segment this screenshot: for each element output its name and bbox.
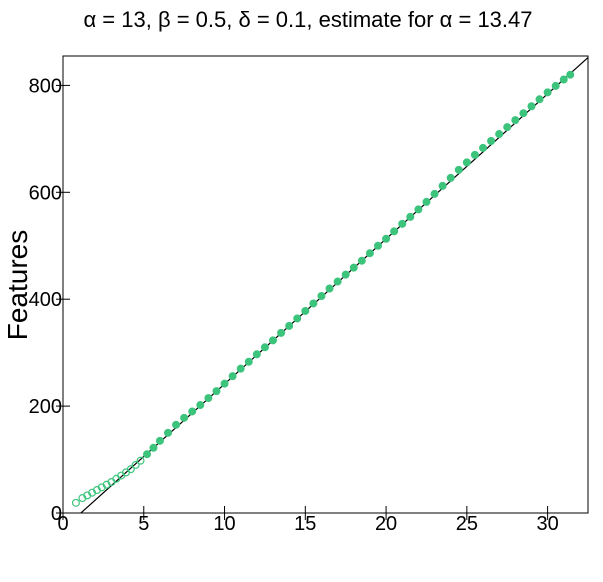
data-point	[566, 70, 575, 79]
data-point	[390, 227, 399, 236]
chart-title: α = 13, β = 0.5, δ = 0.1, estimate for α…	[83, 7, 532, 32]
y-tick-label: 400	[29, 289, 62, 311]
data-point	[143, 450, 152, 459]
data-point	[180, 413, 189, 422]
data-point	[551, 81, 560, 90]
y-tick-label: 0	[51, 503, 62, 525]
data-point	[479, 143, 488, 152]
data-point	[503, 123, 512, 132]
data-point	[117, 471, 126, 480]
y-axis-label: Features	[2, 230, 33, 341]
data-point	[406, 212, 415, 221]
data-point	[136, 456, 145, 465]
data-point	[293, 314, 302, 323]
data-point	[454, 165, 463, 174]
data-point	[172, 420, 181, 429]
data-point	[422, 197, 431, 206]
data-point	[71, 498, 80, 507]
data-point	[357, 256, 366, 265]
y-tick-label: 600	[29, 182, 62, 204]
data-point	[252, 350, 261, 359]
y-tick-label: 200	[29, 396, 62, 418]
data-point	[244, 357, 253, 366]
x-tick-label: 20	[375, 513, 397, 535]
data-point	[495, 130, 504, 139]
data-point	[228, 372, 237, 381]
data-point	[446, 173, 455, 182]
data-point	[155, 436, 164, 445]
data-point	[527, 102, 536, 111]
data-point	[559, 75, 568, 84]
data-point	[470, 150, 479, 159]
data-point	[285, 321, 294, 330]
data-point	[260, 343, 269, 352]
data-point	[204, 394, 213, 403]
data-point	[511, 116, 520, 125]
data-point	[212, 387, 221, 396]
data-point	[365, 249, 374, 258]
data-point	[196, 401, 205, 410]
x-tick-label: 25	[456, 513, 478, 535]
data-point	[333, 277, 342, 286]
x-tick-label: 10	[213, 513, 235, 535]
data-point	[430, 189, 439, 198]
x-tick-label: 30	[536, 513, 558, 535]
data-point	[317, 291, 326, 300]
data-point	[126, 465, 135, 474]
data-point	[543, 88, 552, 97]
data-point	[309, 299, 318, 308]
x-tick-label: 15	[294, 513, 316, 535]
data-point	[398, 219, 407, 228]
data-point	[487, 136, 496, 145]
data-point	[131, 460, 140, 469]
data-point	[349, 263, 358, 272]
data-point	[236, 364, 245, 373]
data-point	[269, 336, 278, 345]
x-tick-label: 5	[138, 513, 149, 535]
data-point	[325, 284, 334, 293]
data-point	[341, 270, 350, 279]
data-point	[462, 158, 471, 167]
data-point	[519, 109, 528, 118]
y-tick-label: 800	[29, 75, 62, 97]
data-point	[414, 205, 423, 214]
data-point	[535, 95, 544, 104]
data-point	[374, 241, 383, 250]
data-point	[277, 328, 286, 337]
data-point	[382, 234, 391, 243]
data-point	[188, 407, 197, 416]
data-point	[164, 428, 173, 437]
data-point	[149, 443, 158, 452]
data-point	[438, 181, 447, 190]
plot-frame	[62, 55, 589, 514]
data-point	[220, 379, 229, 388]
x-tick-label: 0	[57, 513, 68, 535]
data-point	[301, 306, 310, 315]
